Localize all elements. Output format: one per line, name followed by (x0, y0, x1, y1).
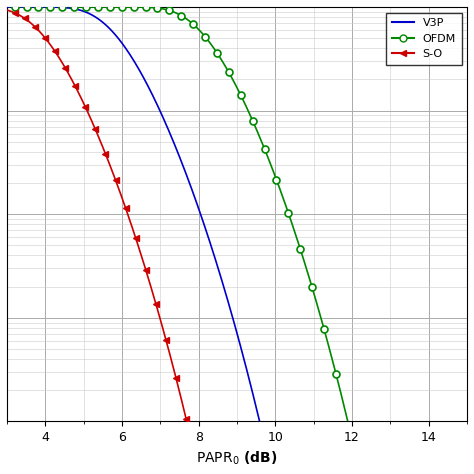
X-axis label: $\mathrm{PAPR_0}$ (dB): $\mathrm{PAPR_0}$ (dB) (196, 450, 278, 467)
Legend: V3P, OFDM, S-O: V3P, OFDM, S-O (386, 12, 462, 65)
